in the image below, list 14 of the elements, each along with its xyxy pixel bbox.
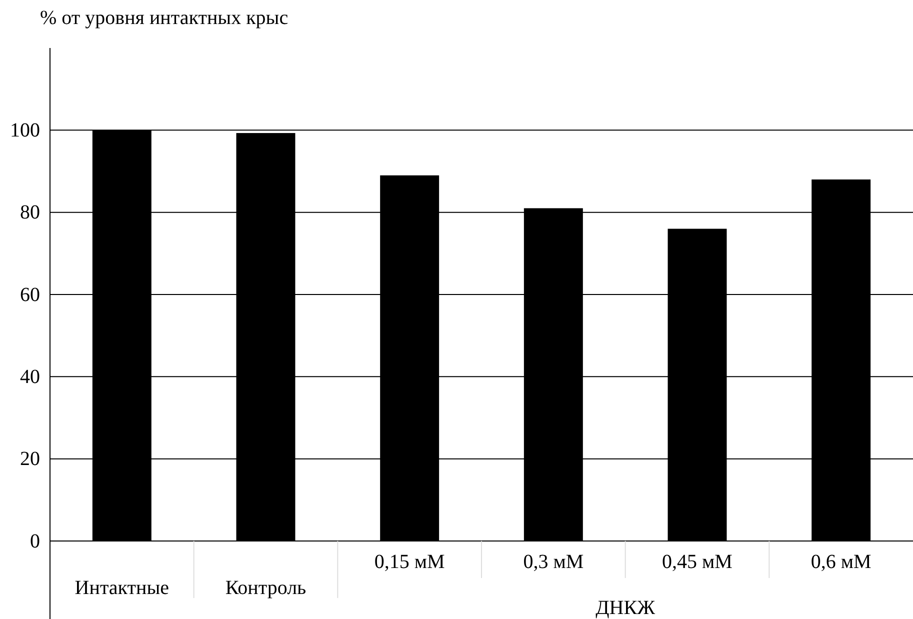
y-axis-title: % от уровня интактных крыс (40, 7, 288, 29)
x-tick-label: Контроль (225, 577, 306, 599)
y-tick-label: 60 (20, 284, 40, 306)
y-tick-label: 100 (10, 120, 40, 142)
x-tick-label: 0,15 мМ (374, 551, 446, 573)
y-tick-label: 20 (20, 448, 40, 470)
x-tick-label: 0,6 мМ (810, 551, 872, 573)
x-tick-label: 0,3 мМ (523, 551, 584, 573)
y-tick-label: 0 (30, 530, 40, 552)
x-axis-title: ДНКЖ (596, 597, 656, 619)
y-tick-label: 40 (20, 366, 40, 388)
x-tick-label: Интактные (74, 577, 170, 599)
y-tick-label: 80 (20, 202, 40, 224)
x-tick-label: 0,45 мМ (662, 551, 733, 573)
